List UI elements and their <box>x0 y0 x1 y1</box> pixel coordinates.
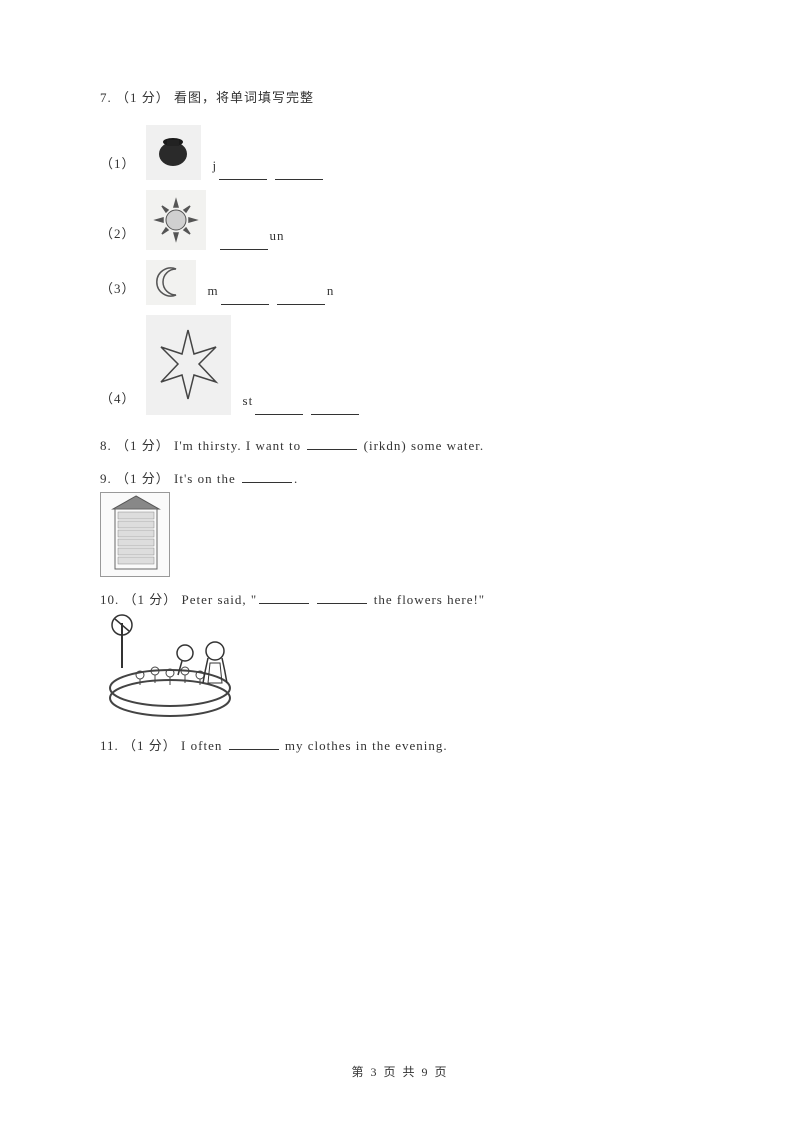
q9-before: It's on the <box>174 471 240 486</box>
q7-sub2-label: （2） <box>100 223 136 250</box>
q10-after: the flowers here!" <box>369 592 485 607</box>
q10-points: （1 分） <box>124 592 178 607</box>
blank-input[interactable] <box>255 401 303 415</box>
question-10: 10. （1 分） Peter said, " the flowers here… <box>100 589 700 608</box>
blank-input[interactable] <box>221 291 269 305</box>
blank-input[interactable] <box>311 401 359 415</box>
blank-input[interactable] <box>220 236 268 250</box>
q8-points: （1 分） <box>116 438 170 453</box>
q7-sub3-suffix: n <box>327 283 335 305</box>
q7-num: 7. <box>100 90 112 105</box>
q7-points: （1 分） <box>116 90 170 105</box>
moon-image <box>146 260 196 305</box>
q7-sub3: （3） m n <box>100 260 700 305</box>
q10-before: Peter said, " <box>182 592 258 607</box>
q8-num: 8. <box>100 438 112 453</box>
blank-input[interactable] <box>317 590 367 604</box>
question-9: 9. （1 分） It's on the . <box>100 468 700 487</box>
q7-sub4-text: st <box>243 393 254 415</box>
q9-after: . <box>294 471 298 486</box>
q7-sub4: （4） st <box>100 315 700 415</box>
q7-sub1-prefix: j <box>213 158 218 180</box>
jar-image <box>146 125 201 180</box>
q7-instruction: 看图，将单词填写完整 <box>174 90 314 105</box>
blank-input[interactable] <box>259 590 309 604</box>
star-image <box>146 315 231 415</box>
building-image <box>100 492 170 577</box>
q7-sub1: （1） j <box>100 125 700 180</box>
q9-points: （1 分） <box>116 471 170 486</box>
q8-after: (irkdn) some water. <box>359 438 484 453</box>
q11-before: I often <box>181 738 227 753</box>
blank-input[interactable] <box>307 436 357 450</box>
q7-sub1-label: （1） <box>100 153 136 180</box>
q7-sub2-text: un <box>270 228 285 250</box>
q11-num: 11. <box>100 738 119 753</box>
question-8: 8. （1 分） I'm thirsty. I want to (irkdn) … <box>100 435 700 454</box>
blank-input[interactable] <box>277 291 325 305</box>
blank-input[interactable] <box>229 736 279 750</box>
sun-image <box>146 190 206 250</box>
q11-points: （1 分） <box>123 738 177 753</box>
q7-sub4-label: （4） <box>100 388 136 415</box>
q7-sub3-prefix: m <box>208 283 219 305</box>
q7-sub2: （2） un <box>100 190 700 250</box>
question-11: 11. （1 分） I often my clothes in the even… <box>100 735 700 754</box>
page-footer: 第 3 页 共 9 页 <box>0 1063 800 1080</box>
q7-sub3-label: （3） <box>100 278 136 305</box>
q8-before: I'm thirsty. I want to <box>174 438 305 453</box>
q10-num: 10. <box>100 592 119 607</box>
blank-input[interactable] <box>275 166 323 180</box>
blank-input[interactable] <box>242 469 292 483</box>
flowers-image <box>100 613 260 723</box>
q11-after: my clothes in the evening. <box>281 738 448 753</box>
q9-num: 9. <box>100 471 112 486</box>
question-7-header: 7. （1 分） 看图，将单词填写完整 <box>100 88 700 109</box>
blank-input[interactable] <box>219 166 267 180</box>
